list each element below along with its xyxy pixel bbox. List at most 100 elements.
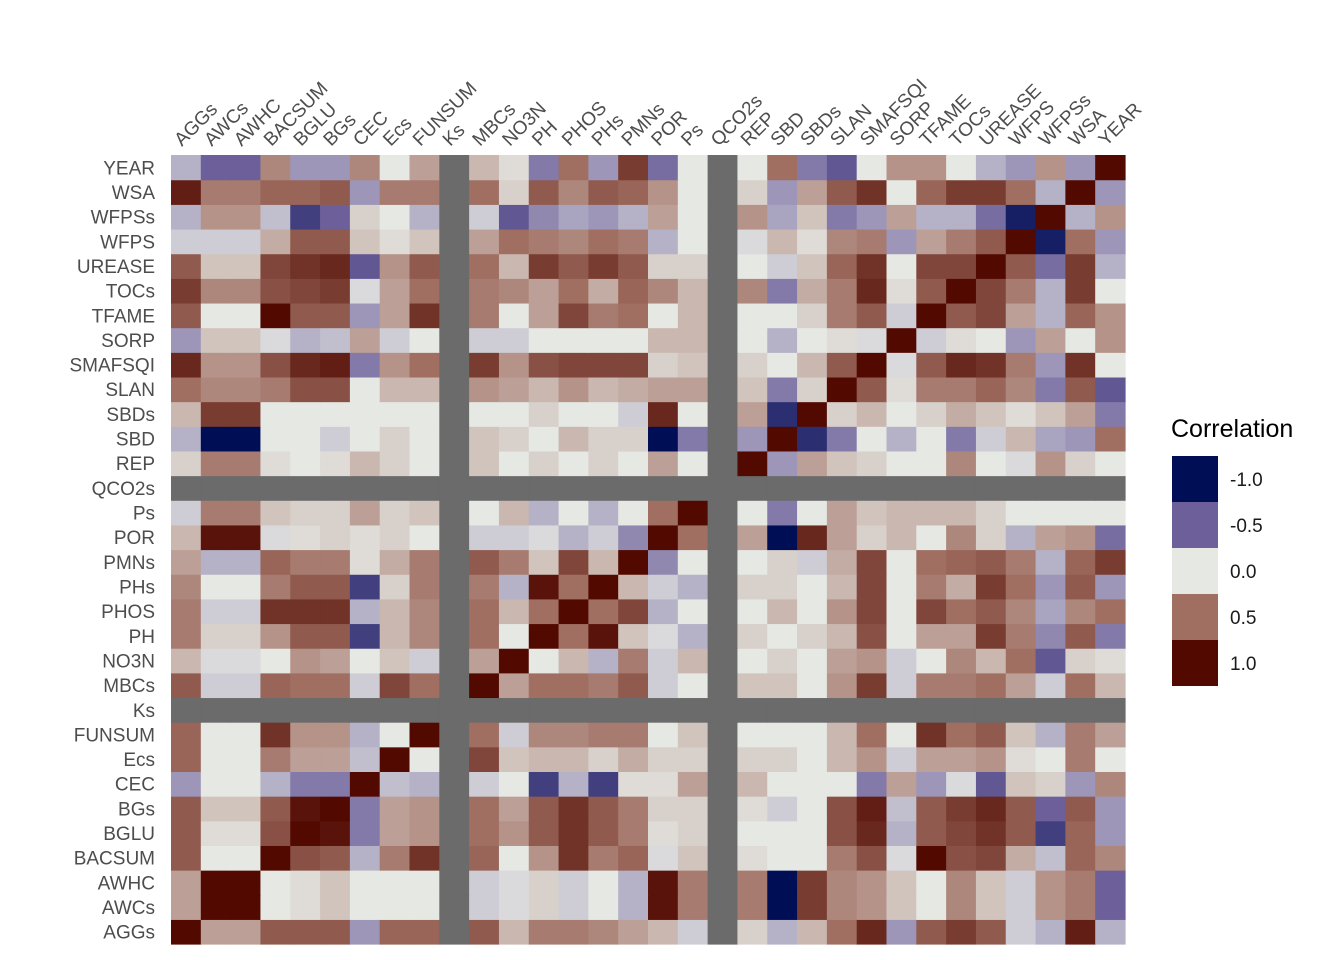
heatmap-cell-WFPS-BGLU [1005,820,1037,846]
heatmap-cell-TOCs-TFAME [946,302,977,329]
heatmap-cell-SLAN-TFAME [826,302,858,329]
heatmap-cell-REP-TFAME [737,302,768,329]
heatmap-cell-WFPS-WFPSs [1005,204,1037,230]
heatmap-cell-AWCs-POR [200,524,232,551]
heatmap-cell-PHOS-MBCs [558,672,589,699]
heatmap-cell-SBD-WFPS [767,228,798,255]
heatmap-cell-SMAFSQI-BGLU [856,820,888,846]
heatmap-cell-PH-Ecs [528,746,560,773]
heatmap-cell-AWHC-CEC [230,771,262,797]
heatmap-cell-BGLU-POR [290,524,321,551]
heatmap-cell-AGGs-SBDs [171,401,202,427]
heatmap-cell-AGGs-AWCs [171,894,202,920]
heatmap-cell-QCO2s-SMAFSQI [707,352,739,378]
y-tick-label-SORP: SORP [101,331,155,352]
heatmap-cell-SORP-CEC [886,771,917,797]
heatmap-cell-SBD-BGs [767,796,798,822]
heatmap-cell-MBCs-NO3N [469,648,500,674]
heatmap-cell-YEAR-POR [1095,524,1126,551]
heatmap-cell-Ecs-SMAFSQI [379,352,411,378]
heatmap-cell-BGs-SORP [320,327,351,353]
heatmap-cell-UREASE-POR [975,524,1007,551]
heatmap-cell-Ps-PHs [677,574,709,600]
heatmap-cell-QCO2s-PHOS [707,598,739,625]
heatmap-cell-POR-SBDs [648,401,679,427]
heatmap-cell-PMNs-SBD [618,426,649,452]
heatmap-cell-Ps-SORP [677,327,709,353]
heatmap-cell-MBCs-TOCs [469,278,500,304]
legend-swatch--1.0 [1172,456,1218,502]
heatmap-cell-PHs-SORP [588,327,619,353]
heatmap-cell-PHOS-Ps [558,500,589,526]
heatmap-cell-FUNSUM-YEAR [409,155,440,181]
heatmap-cell-Ks-Ecs [439,746,470,773]
heatmap-cell-TOCs-FUNSUM [946,722,977,748]
heatmap-cell-REP-PHs [737,574,768,600]
heatmap-cell-WFPSs-BGLU [1035,820,1066,846]
heatmap-cell-Ps-SBDs [677,401,709,427]
heatmap-cell-BGs-PHOS [320,598,351,625]
heatmap-cell-QCO2s-WFPSs [707,204,739,230]
heatmap-cell-REP-AGGs [737,919,768,945]
heatmap-cell-AWCs-SBDs [200,401,232,427]
heatmap-cell-BGLU-BACSUM [290,845,321,871]
heatmap-cell-FUNSUM-SBDs [409,401,440,427]
heatmap-cell-BACSUM-YEAR [260,155,291,181]
heatmap-cell-AGGs-WFPS [171,228,202,255]
heatmap-cell-Ps-AGGs [677,919,709,945]
heatmap-cell-Ps-PH [677,623,709,649]
heatmap-cell-UREASE-PHs [975,574,1007,600]
heatmap-cell-NO3N-MBCs [498,672,530,699]
heatmap-cell-SLAN-QCO2s [826,475,858,501]
heatmap-cell-Ks-NO3N [439,648,470,674]
heatmap-cell-FUNSUM-WFPS [409,228,440,255]
heatmap-cell-BGLU-SMAFSQI [290,352,321,378]
heatmap-cell-PHOS-AGGs [558,919,589,945]
heatmap-cell-SMAFSQI-UREASE [856,253,888,279]
heatmap-cell-UREASE-SORP [975,327,1007,353]
heatmap-cell-PHs-BGLU [588,820,619,846]
heatmap-cell-Ecs-AGGs [379,919,411,945]
heatmap-cell-AWHC-SBD [230,426,262,452]
heatmap-cell-AWCs-Ps [200,500,232,526]
heatmap-cell-Ks-BGs [439,796,470,822]
heatmap-cell-CEC-Ps [349,500,381,526]
heatmap-cell-YEAR-YEAR [1095,155,1126,181]
heatmap-cell-POR-AGGs [648,919,679,945]
heatmap-cell-PHs-WSA [588,179,619,205]
heatmap-cell-SORP-NO3N [886,648,917,674]
heatmap-cell-PHOS-CEC [558,771,589,797]
y-tick-label-TOCs: TOCs [106,282,155,303]
heatmap-cell-PMNs-BGLU [618,820,649,846]
heatmap-cell-PHOS-QCO2s [558,475,589,501]
heatmap-cell-YEAR-BGs [1095,796,1126,822]
heatmap-cell-SLAN-NO3N [826,648,858,674]
heatmap-cell-PHOS-TOCs [558,278,589,304]
heatmap-cell-MBCs-WSA [469,179,500,205]
heatmap-cell-SORP-UREASE [886,253,917,279]
heatmap-cell-Ps-SMAFSQI [677,352,709,378]
heatmap-cell-YEAR-WSA [1095,179,1126,205]
heatmap-cell-CEC-AWHC [349,870,381,896]
heatmap-cell-TOCs-UREASE [946,253,977,279]
heatmap-cell-TOCs-SMAFSQI [946,352,977,378]
heatmap-cell-SMAFSQI-TFAME [856,302,888,329]
y-tick-label-Ps: Ps [133,504,155,525]
heatmap-cell-WSA-BGLU [1065,820,1096,846]
heatmap-cell-SMAFSQI-WFPS [856,228,888,255]
heatmap-cell-Ecs-SORP [379,327,411,353]
heatmap-cell-NO3N-SBD [498,426,530,452]
heatmap-cell-AWCs-AWHC [200,870,232,896]
heatmap-cell-SBDs-SBD [797,426,828,452]
heatmap-cell-REP-AWHC [737,870,768,896]
heatmap-cell-UREASE-SMAFSQI [975,352,1007,378]
heatmap-cell-TOCs-SBDs [946,401,977,427]
heatmap-cell-SBDs-TOCs [797,278,828,304]
heatmap-cell-FUNSUM-SMAFSQI [409,352,440,378]
heatmap-cell-WFPS-SMAFSQI [1005,352,1037,378]
heatmap-cell-REP-WFPS [737,228,768,255]
heatmap-cell-REP-YEAR [737,155,768,181]
heatmap-cell-SLAN-POR [826,524,858,551]
heatmap-cell-BGs-BACSUM [320,845,351,871]
